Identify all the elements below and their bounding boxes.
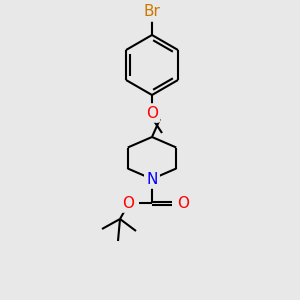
Text: O: O (146, 106, 158, 121)
Text: Br: Br (144, 4, 160, 20)
Text: O: O (122, 196, 134, 211)
Text: O: O (177, 196, 189, 211)
Text: N: N (146, 172, 158, 187)
